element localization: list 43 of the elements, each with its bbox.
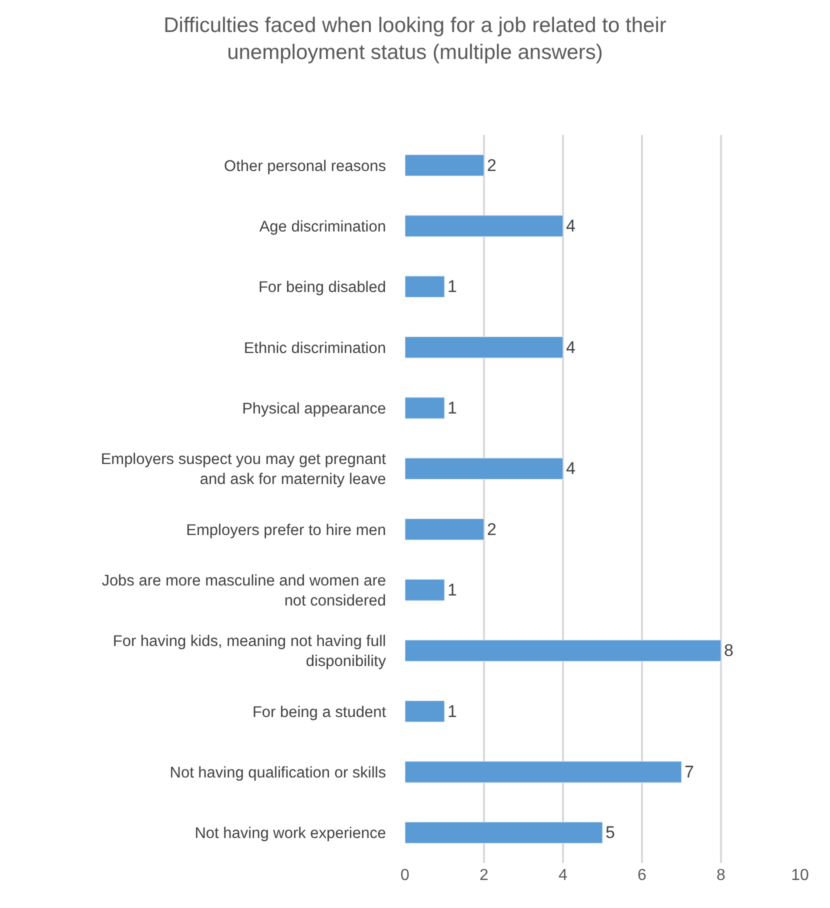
x-tick-label: 2 — [480, 867, 489, 884]
data-label: 4 — [566, 459, 576, 478]
data-label: 2 — [487, 156, 496, 175]
data-label: 7 — [684, 762, 694, 782]
bar — [405, 822, 603, 844]
y-tick-label: For having kids, meaning not having full disponibility — [112, 633, 386, 670]
y-tick-label: For being disabled — [258, 279, 386, 296]
bar — [405, 336, 564, 358]
bar — [405, 579, 445, 601]
y-tick-label: Employers prefer to hire men — [186, 522, 386, 539]
data-label: 1 — [448, 398, 457, 418]
bar — [405, 397, 445, 419]
bar — [405, 215, 564, 237]
x-tick-label: 4 — [558, 867, 568, 884]
y-tick-label: Not having work experience — [194, 825, 386, 842]
data-label: 8 — [724, 641, 734, 660]
data-label: 4 — [566, 338, 576, 357]
y-tick-label: Physical appearance — [242, 400, 386, 418]
y-tick-label: For being a student — [252, 704, 387, 721]
x-tick-label: 10 — [791, 867, 809, 884]
data-label: 1 — [448, 277, 457, 296]
data-label: 5 — [606, 823, 615, 842]
y-tick-label: Ethnic discrimination — [244, 340, 386, 357]
bar — [405, 700, 445, 722]
y-tick-label: Age discrimination — [259, 218, 386, 236]
bar — [405, 276, 445, 298]
x-tick-label: 8 — [716, 867, 726, 884]
y-tick-label: Other personal reasons — [224, 158, 386, 175]
bar — [405, 518, 484, 540]
y-tick-label: Not having qualification or skills — [170, 764, 386, 782]
bar — [405, 761, 682, 783]
y-tick-label: Employers suspect you may get pregnant and ask for maternity leave — [100, 451, 387, 488]
y-tick-label: Jobs are more masculine and women are not considered — [102, 572, 386, 610]
bar — [405, 458, 564, 480]
bar — [405, 640, 722, 662]
data-label: 2 — [487, 520, 496, 539]
chart-title: Difficulties faced when looking for a job related to their unemployment status (multiple answers) — [164, 14, 666, 64]
data-label: 1 — [448, 702, 457, 721]
x-tick-label: 0 — [400, 867, 410, 884]
data-label: 4 — [566, 216, 576, 236]
data-label: 1 — [448, 580, 457, 600]
x-tick-label: 6 — [638, 867, 647, 884]
bar — [405, 154, 484, 176]
